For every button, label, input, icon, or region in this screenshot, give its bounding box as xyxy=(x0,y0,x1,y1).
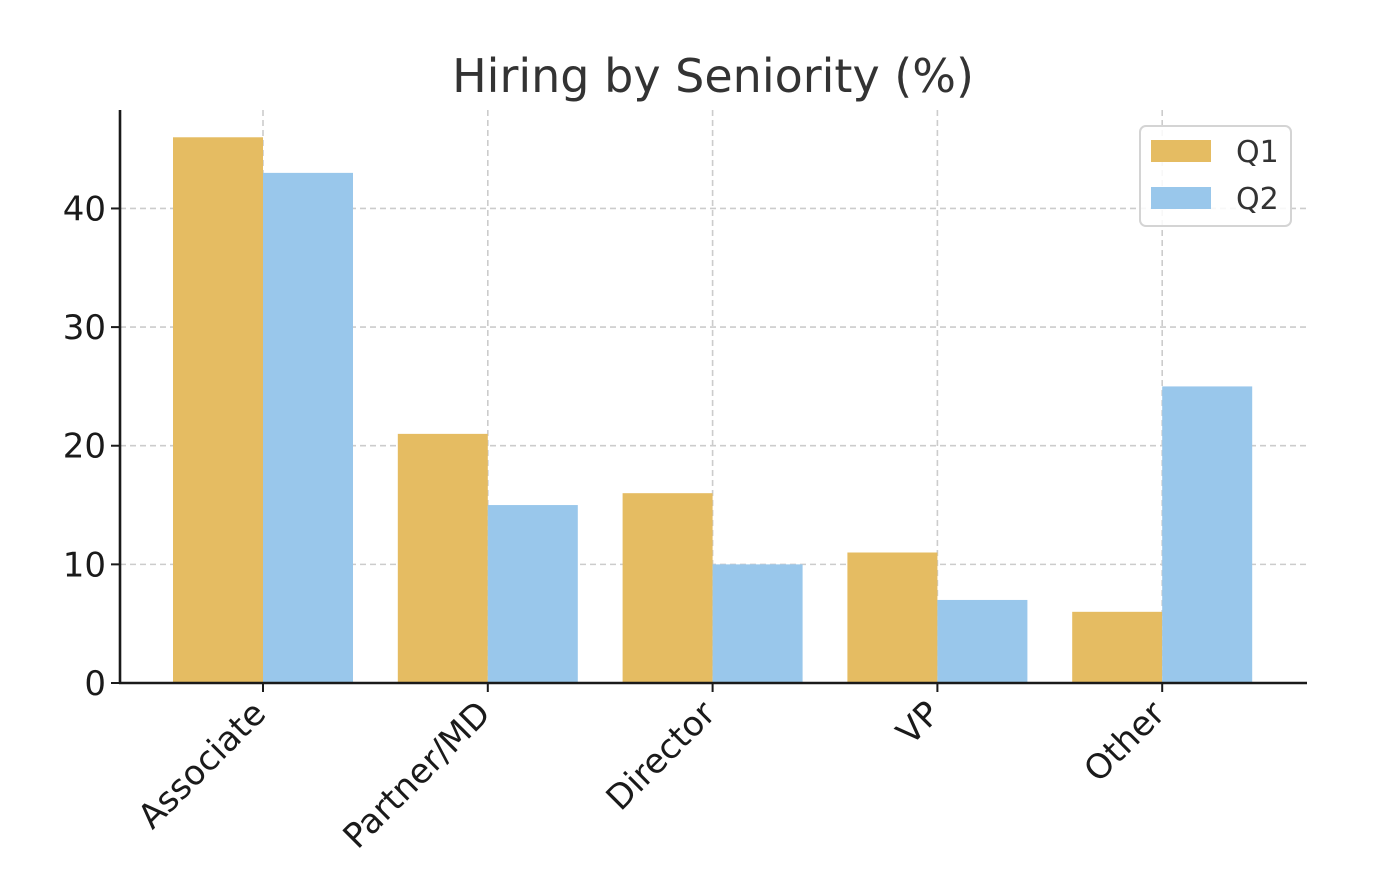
bar-q2-partner-md xyxy=(487,505,578,683)
chart-title: Hiring by Seniority (%) xyxy=(452,49,974,103)
y-tick-label: 20 xyxy=(63,427,106,467)
legend-label-q1: Q1 xyxy=(1236,135,1279,170)
bars-layer xyxy=(173,137,1253,684)
x-tick-label: VP xyxy=(889,694,948,753)
x-tick-label: Partner/MD xyxy=(336,694,499,857)
bar-q1-partner-md xyxy=(397,433,488,683)
x-tick-label: Director xyxy=(599,694,724,819)
legend-swatch-q2 xyxy=(1151,187,1211,209)
bar-q1-associate xyxy=(173,137,263,684)
bar-q2-vp xyxy=(937,599,1028,683)
bar-q2-associate xyxy=(263,172,353,683)
y-tick-label: 0 xyxy=(84,664,106,704)
y-tick-label: 10 xyxy=(63,545,106,585)
legend-label-q2: Q2 xyxy=(1236,182,1279,217)
bar-q2-other xyxy=(1162,386,1253,683)
x-tick-label: Associate xyxy=(131,694,274,837)
bar-q1-vp xyxy=(847,552,938,683)
bar-q1-director xyxy=(622,493,713,683)
y-tick-label: 30 xyxy=(63,308,106,348)
legend-swatch-q1 xyxy=(1151,140,1211,162)
bar-q2-director xyxy=(712,564,803,683)
y-tick-label: 40 xyxy=(63,189,106,229)
x-tick-label: Other xyxy=(1076,694,1173,791)
bar-q1-other xyxy=(1072,611,1163,683)
